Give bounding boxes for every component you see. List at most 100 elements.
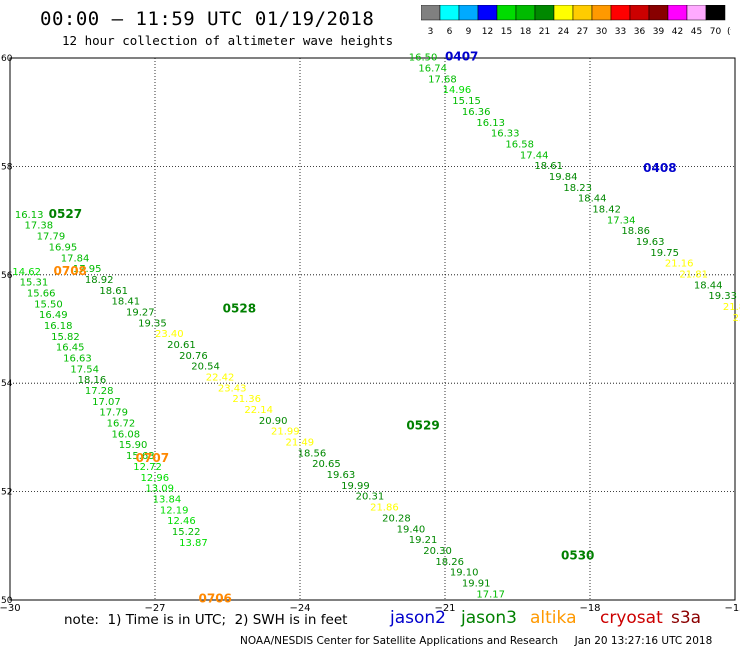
swh-value: 17.95 bbox=[73, 264, 102, 275]
y-tick-label: 50 bbox=[1, 596, 13, 606]
swh-value: 19.91 bbox=[462, 578, 491, 589]
swh-value: 16.13 bbox=[476, 118, 505, 129]
swh-value: 19.75 bbox=[650, 248, 679, 259]
y-tick-label: 52 bbox=[1, 488, 12, 498]
swh-value: 16.50 bbox=[409, 53, 438, 64]
swh-value: 16.72 bbox=[107, 419, 136, 430]
swh-value: 15.66 bbox=[27, 288, 56, 299]
swh-value: 20.90 bbox=[259, 416, 288, 427]
swh-value: 19.35 bbox=[138, 318, 167, 329]
swh-value: 21.86 bbox=[370, 503, 399, 514]
color-scale-label: 6 bbox=[447, 27, 453, 37]
swh-value: 17.28 bbox=[85, 386, 114, 397]
swh-value: 16.58 bbox=[505, 139, 534, 150]
color-scale-label: 27 bbox=[577, 27, 588, 37]
swh-value: 18.61 bbox=[99, 286, 128, 297]
swh-value: 20.65 bbox=[312, 459, 341, 470]
swh-value: 20.30 bbox=[423, 546, 452, 557]
y-tick-label: 60 bbox=[1, 54, 13, 64]
swh-values: 16.5016.7417.6814.9615.1516.3616.1316.33… bbox=[12, 53, 740, 601]
y-tick-label: 56 bbox=[1, 271, 13, 281]
swh-value: 18.26 bbox=[435, 557, 464, 568]
swh-value: 15.63 bbox=[126, 451, 155, 462]
swh-value: 18.44 bbox=[578, 194, 607, 205]
swh-value: 16.08 bbox=[112, 429, 141, 440]
swh-value: 17.79 bbox=[99, 408, 128, 419]
x-tick-label: −30 bbox=[0, 603, 21, 614]
pass-label: 0706 bbox=[199, 592, 232, 606]
swh-value: 15.90 bbox=[119, 440, 148, 451]
swh-value: 13.84 bbox=[153, 494, 182, 505]
swh-value: 17.38 bbox=[25, 221, 54, 232]
color-scale-label: 9 bbox=[466, 27, 472, 37]
swh-value: 13.09 bbox=[145, 484, 174, 495]
x-tick-label: −15 bbox=[724, 603, 740, 614]
color-scale-label: 45 bbox=[691, 27, 702, 37]
swh-value: 16.18 bbox=[44, 321, 73, 332]
swh-value: 18.86 bbox=[621, 226, 650, 237]
satellite-label-cryosat: cryosat bbox=[600, 608, 663, 628]
swh-value: 19.21 bbox=[409, 535, 438, 546]
grid-lines bbox=[9, 57, 736, 601]
swh-value: 18.56 bbox=[298, 448, 327, 459]
satellite-label-s3a: s3a bbox=[671, 608, 702, 628]
x-tick-label: −21 bbox=[434, 603, 455, 614]
swh-value: 19.99 bbox=[341, 481, 370, 492]
swh-value: 15.82 bbox=[51, 332, 80, 343]
swh-value: 19.27 bbox=[126, 307, 155, 318]
pass-label: 0527 bbox=[49, 207, 82, 221]
swh-value: 19.10 bbox=[450, 568, 479, 579]
satellite-label-jason2: jason2 bbox=[390, 608, 446, 628]
swh-value: 18.44 bbox=[694, 280, 723, 291]
swh-value: 12.96 bbox=[141, 473, 170, 484]
swh-value: 12.19 bbox=[160, 505, 189, 516]
swh-value: 18.41 bbox=[112, 297, 141, 308]
color-scale-label: 3 bbox=[428, 27, 434, 37]
swh-value: 16.49 bbox=[39, 310, 68, 321]
pass-label: 0529 bbox=[406, 418, 439, 432]
swh-value: 16.63 bbox=[63, 354, 92, 365]
swh-value: 14.62 bbox=[12, 267, 41, 278]
swh-value: 19.33 bbox=[708, 291, 737, 302]
color-scale-label: 21 bbox=[539, 27, 550, 37]
plot-frame bbox=[9, 57, 736, 601]
swh-value: 15.15 bbox=[452, 96, 481, 107]
swh-value: 19.40 bbox=[397, 524, 426, 535]
swh-value: 18.61 bbox=[534, 161, 563, 172]
swh-value: 20.28 bbox=[382, 513, 411, 524]
y-tick-label: 58 bbox=[1, 162, 13, 172]
satellite-label-jason3: jason3 bbox=[461, 608, 517, 628]
swh-value: 21.36 bbox=[232, 394, 261, 405]
swh-value: 17.84 bbox=[61, 253, 90, 264]
pass-labels: 0407 0408 0527 0528 0529 0530 0708 0707 0706 bbox=[49, 50, 677, 606]
y-tick-label: 54 bbox=[1, 379, 13, 389]
color-scale-label: 18 bbox=[520, 27, 532, 37]
swh-value: 20.61 bbox=[167, 340, 196, 351]
swh-value: 18.42 bbox=[592, 204, 621, 215]
swh-value: 17.34 bbox=[607, 215, 636, 226]
color-scale-units: (ft) bbox=[727, 27, 731, 37]
pass-label: 0708 bbox=[54, 264, 87, 278]
swh-value: 16.36 bbox=[462, 107, 491, 118]
color-scale-label: 33 bbox=[615, 27, 626, 37]
swh-value: 15.50 bbox=[34, 299, 63, 310]
swh-value: 23.43 bbox=[218, 383, 247, 394]
x-tick-label: −18 bbox=[579, 603, 600, 614]
swh-value: 16.13 bbox=[15, 210, 44, 221]
axis-tick-labels: −30 −27 −24 −21 −18 −15 50 52 54 56 58 60 bbox=[0, 54, 740, 614]
pass-label: 0530 bbox=[561, 548, 594, 562]
page-subtitle: 12 hour collection of altimeter wave hei… bbox=[62, 33, 394, 48]
swh-value: 17.68 bbox=[428, 74, 457, 85]
swh-value: 15.31 bbox=[20, 278, 49, 289]
swh-value: 18.23 bbox=[563, 183, 592, 194]
swh-value: 19.63 bbox=[327, 470, 356, 481]
color-scale-label: 70 bbox=[710, 27, 722, 37]
swh-value: 21.49 bbox=[286, 438, 315, 449]
swh-value: 16.45 bbox=[56, 343, 85, 354]
x-tick-label: −24 bbox=[289, 603, 310, 614]
swh-value: 21.81 bbox=[679, 270, 708, 281]
swh-value: 20.76 bbox=[179, 351, 208, 362]
swh-value: 21.16 bbox=[665, 259, 694, 270]
